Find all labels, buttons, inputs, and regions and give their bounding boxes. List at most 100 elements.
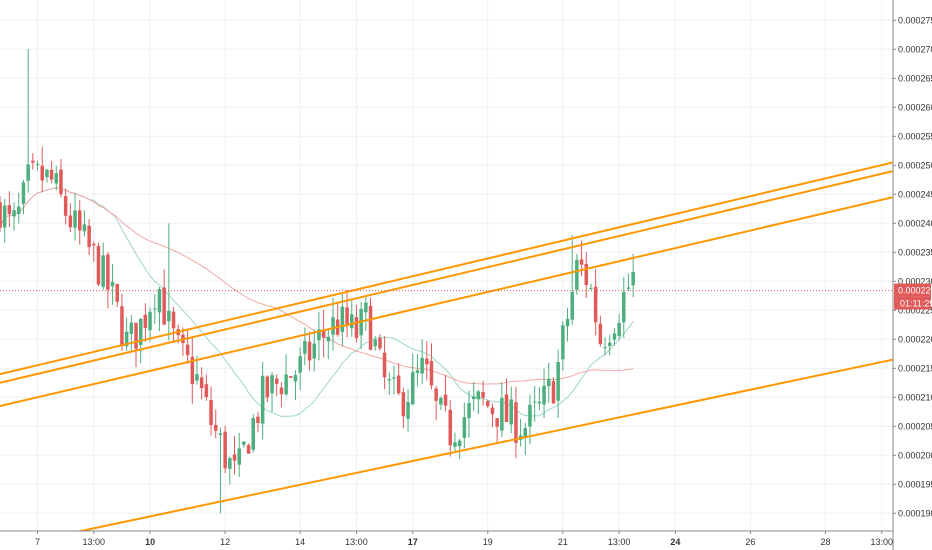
- candle-body: [514, 402, 518, 443]
- candle-body: [603, 347, 607, 349]
- candle-body: [139, 318, 143, 345]
- candle-body: [537, 401, 542, 404]
- candle-body: [31, 160, 35, 163]
- x-tick-label: 26: [745, 537, 755, 547]
- candle-body: [575, 259, 579, 290]
- candle-body: [265, 376, 270, 398]
- candle-body: [167, 311, 171, 322]
- y-tick-label: 0.0001950: [898, 479, 932, 489]
- candle-body: [2, 205, 7, 228]
- y-tick-label: 0.0001900: [898, 508, 932, 518]
- candle-body: [106, 254, 110, 290]
- candle-body: [279, 387, 284, 395]
- candle-body: [373, 339, 377, 347]
- candle-body: [153, 308, 157, 310]
- trendline[interactable]: [0, 358, 894, 550]
- candle-body: [260, 375, 265, 424]
- candle-body: [350, 314, 354, 329]
- candle-body: [223, 431, 227, 469]
- candle-body: [157, 289, 162, 313]
- candle-body: [579, 259, 584, 265]
- candle-body: [298, 356, 302, 373]
- candle-body: [218, 433, 223, 435]
- candle-body: [467, 403, 471, 419]
- candle-body: [129, 322, 134, 334]
- price-label-box: [894, 283, 931, 297]
- candle-body: [434, 388, 438, 401]
- candle-body: [354, 317, 359, 339]
- candle-body: [490, 407, 495, 415]
- y-tick-label: 0.0002650: [898, 73, 932, 83]
- trendline[interactable]: [0, 196, 894, 407]
- moving-averages: [0, 187, 634, 418]
- candle-body: [242, 441, 246, 445]
- candle-body: [443, 394, 448, 406]
- candles-series: [0, 49, 635, 514]
- candle-body: [82, 224, 87, 232]
- x-tick-label: 13:00: [870, 537, 893, 547]
- candle-body: [561, 325, 565, 360]
- y-tick-label: 0.0002350: [898, 247, 932, 257]
- y-axis-panel: [893, 0, 932, 550]
- candle-body: [476, 391, 481, 400]
- candle-body: [570, 292, 574, 320]
- candle-body: [307, 341, 312, 361]
- candle-body: [528, 404, 532, 427]
- candle-body: [199, 377, 204, 389]
- candle-body: [321, 329, 326, 338]
- candle-body: [49, 169, 54, 180]
- candle-body: [481, 392, 485, 398]
- candle-body: [68, 215, 73, 228]
- y-tick-label: 0.0002400: [898, 218, 932, 228]
- candle-body: [429, 360, 434, 386]
- candle-body: [26, 164, 30, 181]
- candle-body: [509, 399, 513, 425]
- y-tick-label: 0.0002750: [898, 15, 932, 25]
- candle-body: [101, 255, 105, 287]
- trendlines[interactable]: [0, 161, 894, 550]
- trendline[interactable]: [0, 170, 894, 384]
- candle-body: [237, 448, 241, 465]
- candle-body: [115, 283, 119, 302]
- y-tick-label: 0.0002700: [898, 44, 932, 54]
- candle-body: [96, 246, 101, 285]
- candle-body: [453, 442, 457, 447]
- candle-body: [45, 169, 49, 178]
- candle-body: [120, 306, 124, 347]
- candle-body: [303, 340, 307, 354]
- y-tick-label: 0.0002050: [898, 421, 932, 431]
- candle-body: [504, 394, 509, 422]
- candle-body: [275, 378, 279, 384]
- candle-body: [195, 374, 199, 381]
- candle-body: [0, 202, 2, 228]
- x-tick-label: 24: [670, 537, 680, 547]
- candle-body: [378, 337, 382, 349]
- x-tick-label: 7: [35, 537, 40, 547]
- current-price-value: 0.0002284: [898, 286, 932, 296]
- candle-body: [78, 210, 82, 231]
- countdown-box: [894, 296, 931, 310]
- y-tick-label: 0.0002300: [898, 276, 932, 286]
- candle-body: [439, 397, 443, 405]
- candle-body: [284, 374, 288, 395]
- candle-body: [387, 379, 391, 381]
- candle-countdown: 01:11:29: [900, 299, 932, 309]
- candle-body: [523, 428, 527, 438]
- x-tick-label: 28: [820, 537, 830, 547]
- candle-body: [204, 384, 209, 398]
- candle-body: [270, 375, 274, 394]
- x-tick-label: 13:00: [83, 537, 106, 547]
- candle-body: [411, 372, 415, 405]
- candle-body: [448, 409, 452, 446]
- current-price-label: 0.0002284 01:11:29: [894, 283, 932, 310]
- candle-body: [110, 282, 115, 287]
- candle-body: [190, 356, 195, 384]
- candle-body: [382, 352, 387, 378]
- y-tick-label: 0.0002100: [898, 392, 932, 402]
- candle-body: [293, 375, 298, 382]
- x-tick-label: 13:00: [608, 537, 631, 547]
- candle-body: [59, 169, 63, 195]
- candle-body: [232, 454, 237, 461]
- trendline[interactable]: [0, 161, 894, 376]
